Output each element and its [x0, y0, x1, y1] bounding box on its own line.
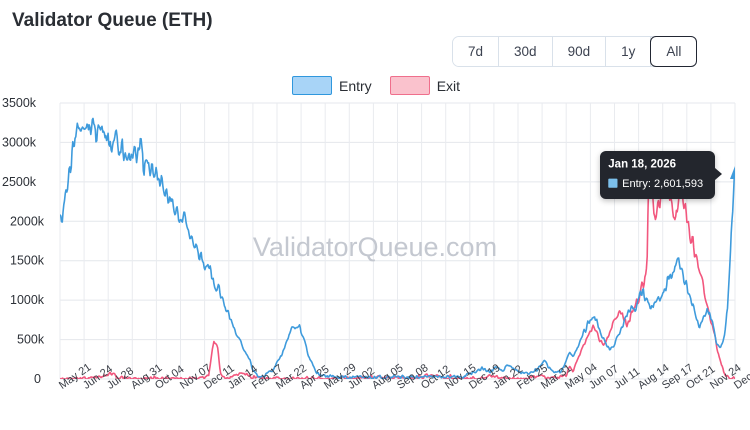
svg-text:2000k: 2000k: [10, 214, 45, 228]
svg-text:3500k: 3500k: [2, 96, 37, 110]
svg-text:500k: 500k: [17, 333, 45, 347]
svg-text:1000k: 1000k: [10, 293, 45, 307]
svg-text:1500k: 1500k: [10, 254, 45, 268]
svg-text:3000k: 3000k: [2, 135, 37, 149]
svg-text:2500k: 2500k: [2, 175, 37, 189]
